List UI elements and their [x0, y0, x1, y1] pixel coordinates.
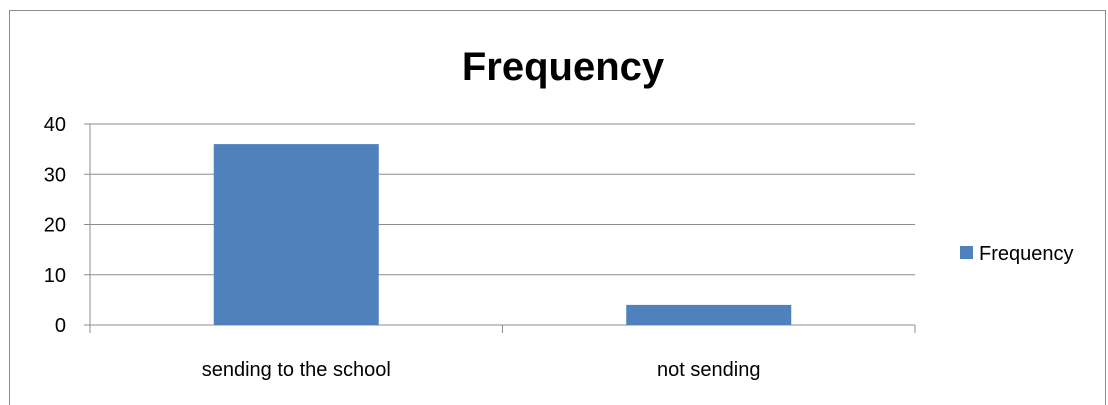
- y-tick-label: 20: [44, 215, 66, 237]
- y-tick-label: 30: [44, 164, 66, 186]
- bars: [213, 144, 792, 325]
- legend-swatch: [960, 246, 973, 259]
- chart-frame: [9, 10, 1106, 405]
- x-category-label: sending to the school: [202, 359, 391, 381]
- legend-label: Frequency: [979, 243, 1074, 265]
- y-tick-label: 0: [55, 315, 66, 337]
- y-tick-label: 40: [44, 114, 66, 136]
- y-tick-label: 10: [44, 265, 66, 287]
- bar-1: [626, 304, 792, 325]
- y-tick-labels: 0 10 20 30 40: [44, 114, 66, 337]
- legend: Frequency: [960, 243, 1074, 265]
- x-category-label: not sending: [657, 359, 760, 381]
- bar-0: [213, 144, 379, 325]
- x-category-labels: sending to the school not sending: [202, 359, 761, 381]
- axes: [84, 123, 916, 333]
- chart-title: Frequency: [462, 45, 665, 89]
